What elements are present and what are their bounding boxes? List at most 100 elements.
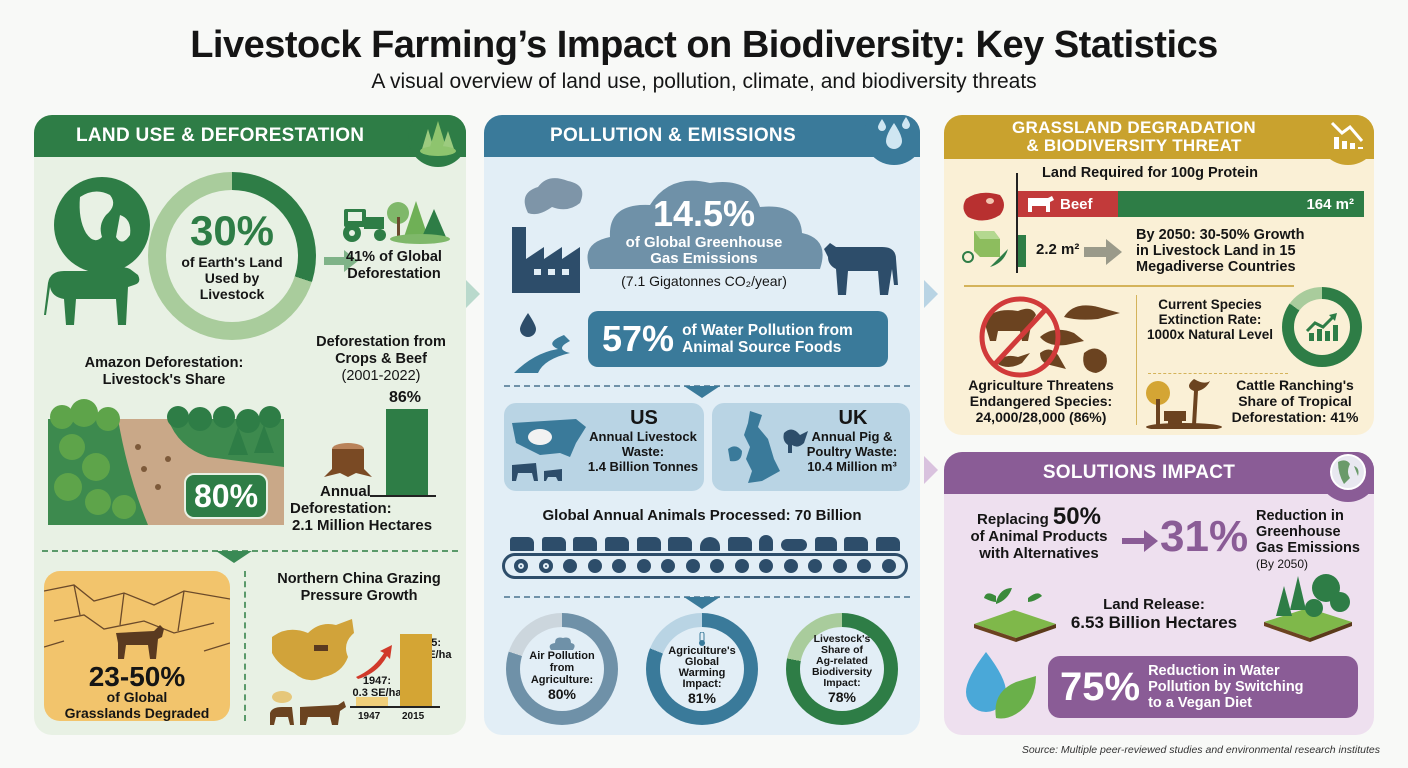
cracked-earth-pattern — [44, 584, 230, 652]
endangered-animals-icon — [979, 296, 1120, 378]
biodiversity-impact-label: Livestock's Share of Ag-related Biodiver… — [800, 627, 884, 711]
divider — [1136, 295, 1137, 425]
bar-baseline — [370, 495, 436, 497]
growth-text: By 2050: 30-50% Growth in Livestock Land… — [1136, 227, 1305, 275]
panel-connector — [924, 280, 938, 308]
livestock-icons — [270, 691, 346, 725]
panel-header: GRASSLAND DEGRADATION & BIODIVERSITY THR… — [944, 115, 1374, 159]
china-x-1947: 1947 — [358, 711, 381, 722]
globe-icon — [1318, 452, 1374, 502]
annual-deforestation-text: Annual Deforestation: 2.1 Million Hectar… — [290, 483, 433, 534]
beef-bar: Beef 164 m² — [1018, 191, 1364, 217]
page-title: Livestock Farming’s Impact on Biodiversi… — [190, 24, 1218, 66]
panel-land-use: LAND USE & DEFORESTATION 30% of Earth's … — [34, 115, 466, 735]
sprouting-land-icon — [974, 588, 1056, 642]
ghg-label: of Global Greenhouse Gas Emissions — [625, 234, 783, 267]
tractor-trees-icon — [343, 201, 450, 244]
plant-bar — [1018, 235, 1026, 267]
uk-label: UK — [838, 407, 868, 429]
source-footer: Source: Multiple peer-reviewed studies a… — [1021, 744, 1380, 756]
divider — [964, 285, 1294, 287]
water-leaf-icon — [966, 652, 1036, 719]
divider — [1148, 373, 1288, 374]
panel-pollution: POLLUTION & EMISSIONS 14.5% of Global Gr… — [484, 115, 920, 735]
land-use-value: 30% — [189, 207, 275, 254]
panel-header: SOLUTIONS IMPACT — [944, 452, 1374, 494]
water-pollution-label: of Water Pollution from Animal Source Fo… — [682, 322, 853, 356]
forest-land-icon — [1264, 574, 1352, 642]
conveyor-belt — [502, 553, 908, 579]
crops-beef-value: 86% — [388, 389, 422, 406]
arrow-right-icon — [1084, 239, 1122, 265]
water-reduction-value: 75% — [1060, 664, 1141, 709]
animal-row — [510, 533, 900, 551]
panel-title: LAND USE & DEFORESTATION — [76, 125, 365, 146]
water-reduction-box: 75% Reduction in Water Pollution by Swit… — [1048, 656, 1358, 718]
extinction-text: Current Species Extinction Rate: 1000x N… — [1146, 297, 1274, 342]
amazon-value-bubble: 80% — [184, 473, 268, 519]
river-fish-icon — [514, 313, 570, 373]
water-drops-icon — [864, 115, 920, 165]
china-1947-label: 1947: 0.3 SE/ha — [352, 675, 402, 699]
uk-waste-text: Annual Pig & Poultry Waste: 10.4 Million… — [806, 429, 898, 474]
water-reduction-label: Reduction in Water Pollution by Switchin… — [1148, 663, 1304, 711]
cattle-ranching-text: Cattle Ranching's Share of Tropical Defo… — [1231, 377, 1359, 425]
air-pollution-label: Air Pollution from Agriculture: 80% — [520, 627, 604, 711]
water-pollution-box: 57% of Water Pollution from Animal Sourc… — [588, 311, 888, 367]
tree-stump-icon — [324, 443, 372, 477]
china-map-icon — [272, 619, 354, 681]
cloud-icon — [549, 637, 575, 650]
forest-icon — [408, 115, 466, 167]
panel-header: LAND USE & DEFORESTATION — [34, 115, 466, 157]
replacing-text: Replacing 50% of Animal Products with Al… — [970, 503, 1108, 563]
china-bar-2015 — [400, 634, 432, 706]
panel-solutions: SOLUTIONS IMPACT Replacing 50% of Animal… — [944, 452, 1374, 735]
amazon-title: Amazon Deforestation: Livestock's Share — [84, 355, 244, 388]
arrow-right-icon — [324, 250, 358, 272]
globe-cow-icon — [44, 177, 150, 325]
crops-beef-title: Deforestation from Crops & Beef (2001-20… — [316, 334, 446, 384]
panel-grassland: GRASSLAND DEGRADATION & BIODIVERSITY THR… — [944, 115, 1374, 435]
cow-icon — [116, 625, 164, 659]
declining-chart-icon — [1318, 115, 1374, 165]
replacing-value: 50% — [1052, 503, 1101, 530]
cow-icon — [824, 243, 898, 295]
china-title: Northern China Grazing Pressure Growth — [277, 571, 441, 604]
uk-waste-card: UK Annual Pig & Poultry Waste: 10.4 Mill… — [712, 403, 910, 491]
us-waste-card: US Annual Livestock Waste: 1.4 Billion T… — [504, 403, 704, 491]
divider — [244, 571, 246, 721]
pointer-down — [684, 597, 720, 609]
panel-title: SOLUTIONS IMPACT — [1042, 462, 1236, 483]
grasslands-label: of Global Grasslands Degraded — [64, 689, 210, 721]
animals-processed-title: Global Annual Animals Processed: 70 Bill… — [542, 507, 862, 524]
arrow-right-icon — [1122, 530, 1158, 552]
plant-value: 2.2 m² — [1036, 241, 1080, 258]
reduction-text: Reduction in Greenhouse Gas Emissions (B… — [1256, 508, 1360, 571]
tropical-ranch-icon — [1146, 379, 1222, 429]
pointer-down — [216, 551, 252, 563]
endangered-text: Agriculture Threatens Endangered Species… — [968, 377, 1114, 425]
global-deforestation-text: 41% of Global Deforestation — [346, 249, 442, 282]
us-label: US — [630, 407, 658, 429]
emissions-cloud — [587, 180, 823, 269]
steak-icon — [963, 192, 1004, 221]
tofu-beans-icon — [962, 231, 1008, 267]
panel-connector — [924, 456, 938, 484]
ghg-sub: (7.1 Gigatonnes CO₂/year) — [621, 273, 787, 289]
us-waste-text: Annual Livestock Waste: 1.4 Billion Tonn… — [587, 429, 699, 474]
china-bar-1947 — [356, 697, 388, 706]
crops-beef-bar — [386, 409, 428, 495]
axis-line — [1016, 173, 1018, 273]
land-use-ring-label: 30% of Earth's Land Used by Livestock — [166, 190, 298, 322]
pointer-down — [684, 386, 720, 398]
page-subtitle: A visual overview of land use, pollution… — [371, 70, 1037, 93]
panel-connector — [466, 280, 480, 308]
protein-title: Land Required for 100g Protein — [1042, 165, 1258, 181]
rising-chart-icon — [1294, 299, 1350, 355]
thermometer-icon — [699, 632, 705, 646]
china-x-2015: 2015 — [402, 711, 425, 722]
panel-header: POLLUTION & EMISSIONS — [484, 115, 920, 157]
land-release-text: Land Release: 6.53 Billion Hectares — [1070, 596, 1238, 632]
growth-arrow-icon — [356, 645, 392, 679]
water-pollution-value: 57% — [602, 318, 675, 359]
